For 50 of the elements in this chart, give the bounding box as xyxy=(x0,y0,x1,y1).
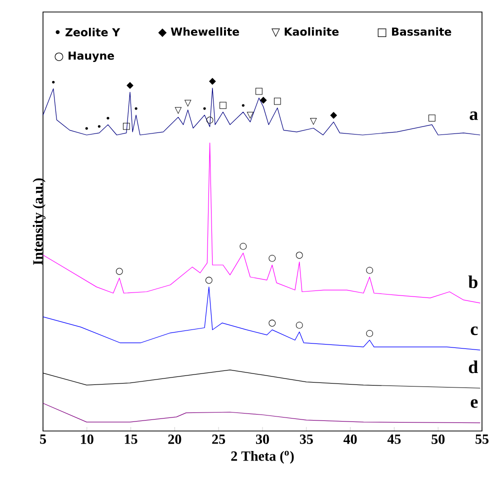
annotation: • xyxy=(106,116,110,120)
annotation: ○ xyxy=(296,322,303,329)
x-tick-label: 20 xyxy=(168,434,182,444)
annotation: ▽ xyxy=(310,118,317,125)
annotation: ○ xyxy=(240,242,247,250)
annotation: ○ xyxy=(206,276,212,284)
annotation: □ xyxy=(256,88,262,95)
series-label: c xyxy=(470,326,478,336)
series-label: b xyxy=(468,275,478,288)
annotation: ◆ xyxy=(260,96,267,104)
text: ▽ Kaolinite xyxy=(272,27,339,37)
x-tick-label: 10 xyxy=(81,434,94,444)
x-tick-label: 30 xyxy=(256,434,269,444)
text: □ Bassanite xyxy=(378,27,452,37)
text: ○ Hauyne xyxy=(54,52,114,62)
annotation: □ xyxy=(274,98,281,105)
y-axis-title: Intensity (a.u.) xyxy=(32,178,46,265)
annotation: ▽ xyxy=(184,100,192,107)
annotation: ○ xyxy=(366,330,374,337)
text: • Zeolite Y xyxy=(56,28,120,36)
x-tick-label: 35 xyxy=(300,434,313,444)
x-tick-label: 45 xyxy=(387,434,401,444)
x-tick-label: 5 xyxy=(40,434,46,444)
annotation: ○ xyxy=(366,266,374,274)
annotation: ◆ xyxy=(330,112,338,119)
annotation: ◆ xyxy=(209,78,216,85)
x-axis-title: 2 Theta ($^{o}$) xyxy=(231,450,294,464)
annotation: • xyxy=(203,107,206,110)
annotation: • xyxy=(98,125,101,128)
series-label: d xyxy=(468,360,478,374)
x-tick-label: 25 xyxy=(212,434,226,444)
annotation: ○ xyxy=(296,252,303,259)
annotation: • xyxy=(134,107,138,110)
annotation: ◆ xyxy=(126,82,134,89)
x-tick-label: 15 xyxy=(124,434,138,444)
annotation: • xyxy=(52,80,55,84)
x-tick-label: 55 xyxy=(476,434,488,444)
x-tick-label: 40 xyxy=(343,434,357,444)
annotation: ○ xyxy=(268,254,276,262)
annotation: ▽ xyxy=(174,107,182,114)
annotation: □ xyxy=(220,102,226,109)
annotation: • xyxy=(85,127,88,130)
series-label: e xyxy=(470,399,478,408)
annotation: ○ xyxy=(116,268,123,275)
series-label: a xyxy=(470,111,478,120)
text: ◆ Whewellite xyxy=(158,27,240,37)
annotation: • xyxy=(242,104,244,107)
annotation: □ xyxy=(428,114,436,122)
annotation: ○ xyxy=(268,320,276,327)
x-tick-label: 50 xyxy=(432,434,445,444)
